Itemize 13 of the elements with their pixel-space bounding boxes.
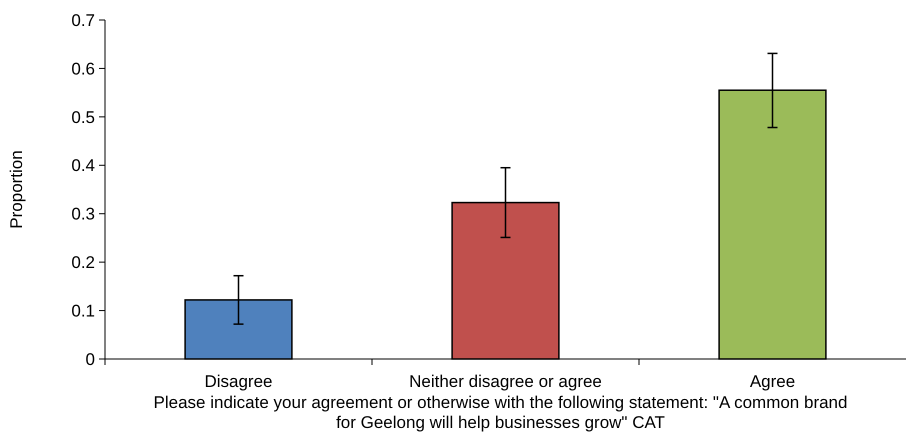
y-tick-label: 0.4 <box>71 156 95 176</box>
y-tick-label: 0.1 <box>71 302 95 321</box>
x-axis-title: Please indicate your agreement or otherwise with the following statement: "A common brand for Geelong will help businesses grow" CAT <box>154 393 848 432</box>
y-tick-label: 0.6 <box>71 59 95 78</box>
x-tick-label: Neither disagree or agree <box>409 372 602 391</box>
y-tick-label: 0.3 <box>71 204 95 224</box>
y-tick-label: 0.2 <box>71 253 95 272</box>
y-axis-title: Proportion <box>7 150 26 229</box>
x-tick-label: Agree <box>750 372 796 391</box>
y-tick-label: 0.5 <box>71 108 95 127</box>
x-tick-label: Disagree <box>204 372 273 391</box>
y-tick-label: 0 <box>86 350 95 369</box>
y-tick-label: 0.7 <box>71 10 95 30</box>
